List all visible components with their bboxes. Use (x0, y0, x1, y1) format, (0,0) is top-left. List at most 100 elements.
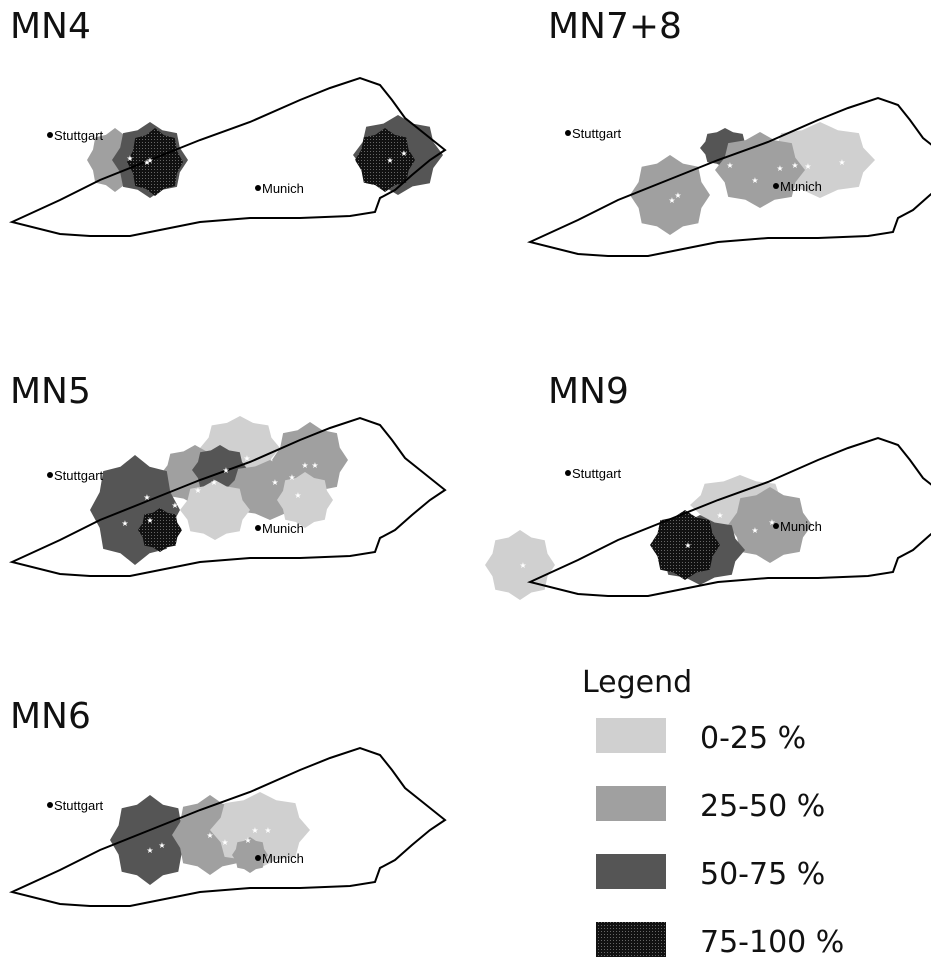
map-panel: MN9 ★ ★ ★ ★ ★ Stuttgart Munich (485, 371, 931, 600)
legend-label: 0-25 % (700, 721, 806, 756)
city-label: Stuttgart (572, 126, 622, 141)
site-star: ★ (121, 519, 128, 528)
legend-swatch (596, 922, 666, 957)
basin-outline (8, 76, 447, 237)
site-star: ★ (674, 191, 681, 200)
site-star: ★ (776, 164, 783, 173)
zone-m (728, 487, 812, 563)
panel-title: MN7+8 (548, 6, 682, 47)
city-dot (773, 183, 779, 189)
zone-l (210, 792, 310, 868)
site-star: ★ (206, 831, 213, 840)
site-star: ★ (519, 561, 526, 570)
site-star: ★ (244, 836, 251, 845)
site-star: ★ (668, 196, 675, 205)
site-star: ★ (716, 511, 723, 520)
city-label: Munich (780, 519, 822, 534)
basin-outline (8, 416, 447, 577)
zone-d (90, 455, 180, 565)
zone-b (138, 508, 182, 552)
zone-b (127, 128, 183, 196)
site-star: ★ (194, 486, 201, 495)
zone-l (485, 530, 555, 600)
site-star: ★ (768, 518, 775, 527)
zone-b (650, 510, 720, 580)
site-star: ★ (751, 176, 758, 185)
site-star: ★ (243, 454, 250, 463)
zone-l (277, 472, 333, 528)
panel-title: MN5 (10, 371, 91, 412)
city-dot (565, 130, 571, 136)
city-label: Munich (780, 179, 822, 194)
site-star: ★ (838, 158, 845, 167)
site-star: ★ (171, 501, 178, 510)
zone-l (180, 480, 250, 540)
city-dot (565, 470, 571, 476)
basin-outline (8, 746, 447, 907)
site-star: ★ (791, 161, 798, 170)
site-star: ★ (288, 473, 295, 482)
city-dot (47, 802, 53, 808)
city-label: Stuttgart (54, 798, 104, 813)
site-star: ★ (146, 516, 153, 525)
panel-title: MN6 (10, 696, 91, 737)
site-star: ★ (143, 493, 150, 502)
legend-label: 50-75 % (700, 857, 825, 892)
site-star: ★ (726, 161, 733, 170)
city-label: Munich (262, 851, 304, 866)
zone-d (110, 795, 190, 885)
site-star: ★ (158, 841, 165, 850)
site-star: ★ (146, 156, 153, 165)
site-star: ★ (251, 826, 258, 835)
site-star: ★ (143, 158, 150, 167)
site-star: ★ (751, 526, 758, 535)
site-star: ★ (386, 156, 393, 165)
site-star: ★ (271, 478, 278, 487)
site-star: ★ (684, 541, 691, 550)
zone-m (715, 132, 805, 208)
city-label: Stuttgart (54, 128, 104, 143)
site-star: ★ (210, 478, 217, 487)
site-star: ★ (400, 149, 407, 158)
city-dot (255, 855, 261, 861)
basin-outline (526, 436, 931, 597)
panel-title: MN4 (10, 6, 91, 47)
panel-title: MN9 (548, 371, 629, 412)
city-dot (773, 523, 779, 529)
city-dot (255, 525, 261, 531)
legend-label: 75-100 % (700, 925, 844, 959)
legend-swatch (596, 786, 666, 821)
legend-swatch (596, 718, 666, 753)
city-label: Stuttgart (54, 468, 104, 483)
zone-m (232, 837, 268, 873)
site-star: ★ (311, 461, 318, 470)
site-star: ★ (301, 461, 308, 470)
city-label: Munich (262, 181, 304, 196)
site-star: ★ (804, 162, 811, 171)
zone-b (355, 128, 415, 192)
city-dot (255, 185, 261, 191)
site-star: ★ (146, 846, 153, 855)
site-star: ★ (126, 154, 133, 163)
site-star: ★ (294, 491, 301, 500)
legend-label: 25-50 % (700, 789, 825, 824)
city-dot (47, 132, 53, 138)
zone-m (630, 155, 710, 235)
basin-outline (526, 96, 931, 257)
city-label: Stuttgart (572, 466, 622, 481)
legend-title: Legend (582, 665, 692, 700)
city-label: Munich (262, 521, 304, 536)
site-star: ★ (264, 826, 271, 835)
site-star: ★ (221, 838, 228, 847)
site-star: ★ (222, 466, 229, 475)
legend-swatch (596, 854, 666, 889)
city-dot (47, 472, 53, 478)
